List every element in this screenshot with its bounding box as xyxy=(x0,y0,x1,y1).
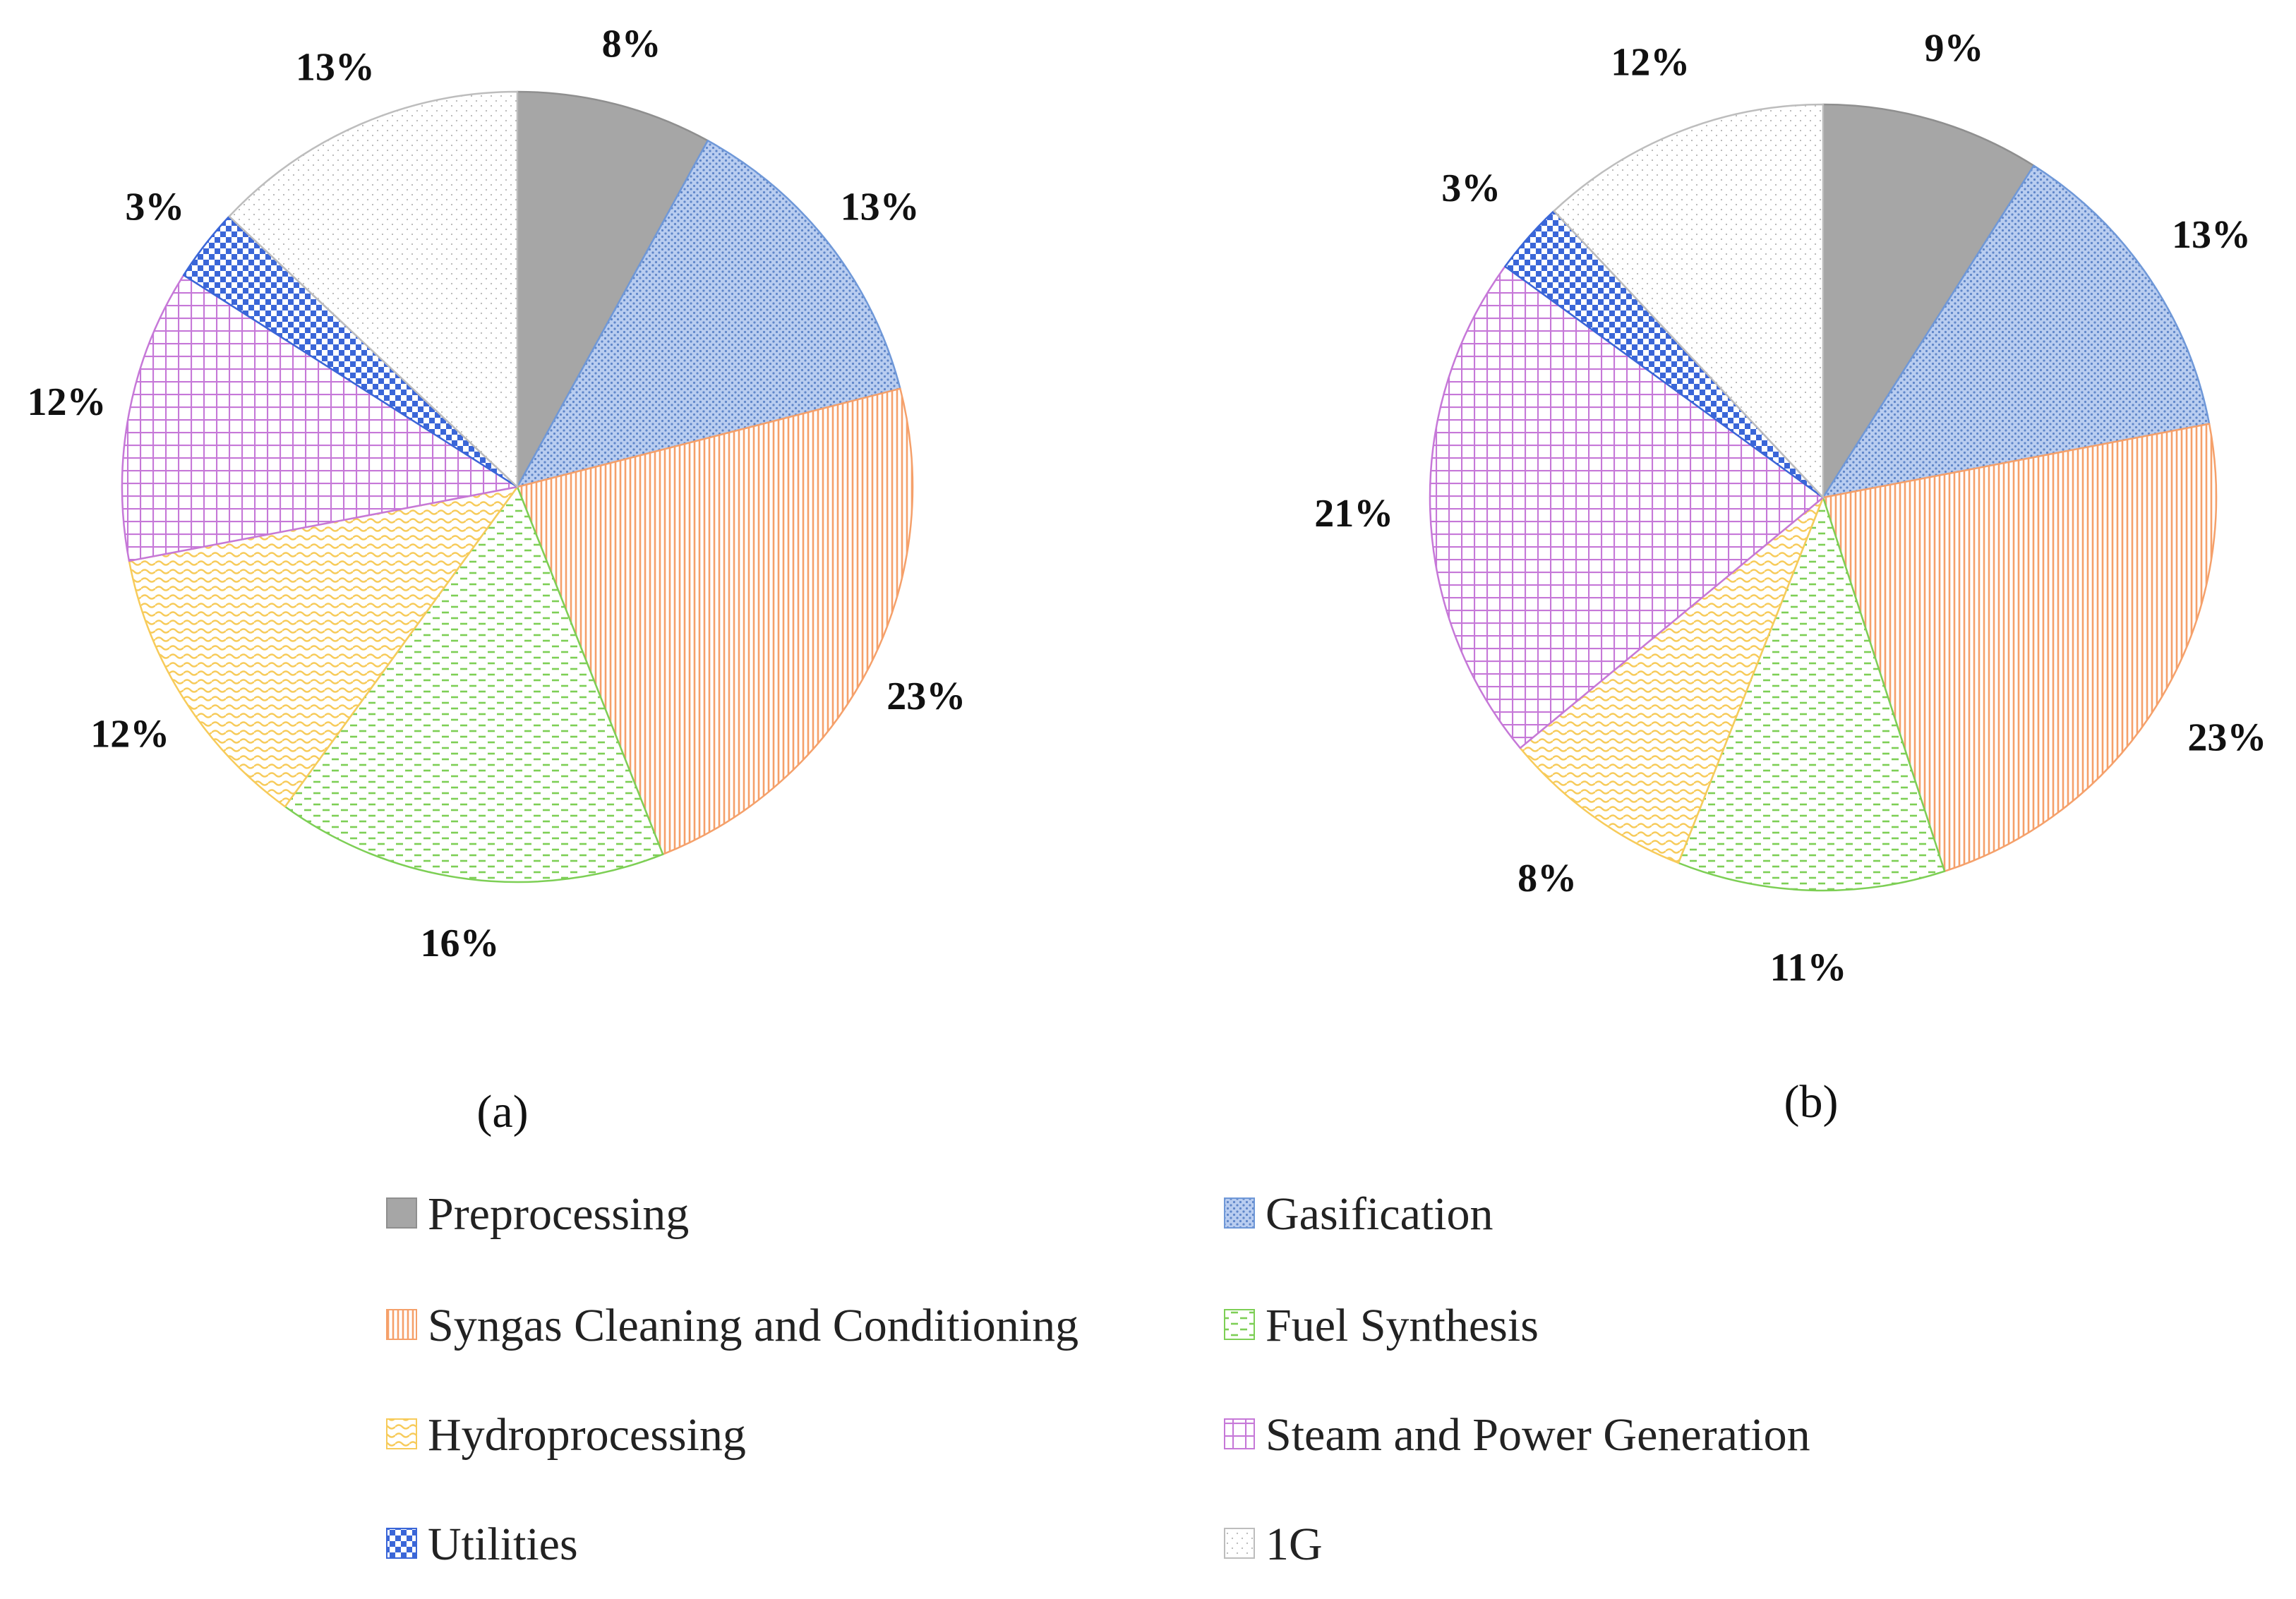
legend-label-syngas-cleaning-and-conditioning: Syngas Cleaning and Conditioning xyxy=(428,1300,1078,1351)
pie-a-label-preprocessing: 8% xyxy=(602,22,661,66)
legend-item-syngas-cleaning-and-conditioning: Syngas Cleaning and Conditioning xyxy=(386,1300,1078,1351)
pie-b-label-preprocessing: 9% xyxy=(1925,26,1984,70)
legend-label-gasification: Gasification xyxy=(1266,1188,1493,1240)
pie-a-label-gasification: 13% xyxy=(841,186,920,229)
pie-a-slice-preprocessing xyxy=(516,90,709,488)
pie-b-label-gasification: 13% xyxy=(2172,213,2251,257)
pie-a-label-fuel-synthesis: 16% xyxy=(421,922,500,965)
pie-a-slice-1g xyxy=(228,90,519,488)
pie-a-slice-steam-and-power-generation xyxy=(121,274,519,562)
pie-b-slice-syngas-cleaning-and-conditioning xyxy=(1822,423,2218,872)
legend-label-fuel-synthesis: Fuel Synthesis xyxy=(1266,1300,1539,1351)
pie-a-label-1g: 13% xyxy=(296,46,375,90)
legend-item-steam-and-power-generation: Steam and Power Generation xyxy=(1224,1409,1810,1461)
pie-b-slice-1g xyxy=(1553,103,1825,499)
pie-a-label-hydroprocessing: 12% xyxy=(90,712,169,756)
legend-swatch-hydroprocessing xyxy=(386,1418,417,1449)
pie-b-label-fuel-synthesis: 11% xyxy=(1770,946,1847,990)
pie-b-label-steam-and-power-generation: 21% xyxy=(1314,492,1393,536)
legend-swatch-preprocessing xyxy=(386,1197,417,1229)
pie-b-label-1g: 12% xyxy=(1611,41,1690,85)
legend-swatch-fuel-synthesis xyxy=(1224,1309,1255,1340)
pie-b-slice-gasification xyxy=(1822,164,2211,499)
legend-swatch-syngas-cleaning-and-conditioning xyxy=(386,1309,417,1340)
pie-b-label-utilities: 3% xyxy=(1441,167,1501,210)
legend-item-utilities: Utilities xyxy=(386,1519,578,1570)
pie-a-slice-fuel-synthesis xyxy=(284,485,664,883)
legend-label-steam-and-power-generation: Steam and Power Generation xyxy=(1266,1409,1810,1461)
pie-b-slice-steam-and-power-generation xyxy=(1429,265,1825,749)
legend-item-1g: 1G xyxy=(1224,1519,1323,1570)
pie-b-slice-hydroprocessing xyxy=(1519,496,1825,864)
legend-swatch-utilities xyxy=(386,1528,417,1559)
panel-label-b: (b) xyxy=(1784,1076,1839,1128)
legend-label-1g: 1G xyxy=(1266,1519,1323,1570)
pie-a-label-utilities: 3% xyxy=(125,186,184,229)
legend-swatch-gasification xyxy=(1224,1197,1255,1229)
pie-chart-b: 9% 13% 23% 11% 8% 21% 3% 12% xyxy=(1314,26,2266,989)
pie-a-label-syngas-cleaning-and-conditioning: 23% xyxy=(886,675,966,718)
pie-b-slice-fuel-synthesis xyxy=(1677,496,1946,892)
legend-swatch-1g xyxy=(1224,1528,1255,1559)
legend: Preprocessing Gasification Syngas Cleaning… xyxy=(386,1188,1810,1570)
pie-a-slice-gasification xyxy=(516,140,901,488)
legend-label-preprocessing: Preprocessing xyxy=(428,1188,689,1240)
pie-b-label-hydroprocessing: 8% xyxy=(1517,857,1577,900)
legend-label-hydroprocessing: Hydroprocessing xyxy=(428,1409,746,1461)
legend-item-fuel-synthesis: Fuel Synthesis xyxy=(1224,1300,1539,1351)
legend-swatch-steam-and-power-generation xyxy=(1224,1418,1255,1449)
panel-label-a: (a) xyxy=(476,1086,528,1138)
pie-a-label-steam-and-power-generation: 12% xyxy=(28,380,107,424)
pie-chart-a: 8% 13% 23% 16% 12% 12% 3% 13% xyxy=(28,22,966,965)
legend-item-hydroprocessing: Hydroprocessing xyxy=(386,1409,746,1461)
legend-item-gasification: Gasification xyxy=(1224,1188,1493,1240)
legend-label-utilities: Utilities xyxy=(428,1519,578,1570)
pie-b-label-syngas-cleaning-and-conditioning: 23% xyxy=(2187,716,2266,760)
pie-a-slice-syngas-cleaning-and-conditioning xyxy=(516,387,914,855)
legend-item-preprocessing: Preprocessing xyxy=(386,1188,689,1240)
pie-b-slice-preprocessing xyxy=(1822,103,2035,499)
pie-a-slice-hydroprocessing xyxy=(128,485,519,808)
